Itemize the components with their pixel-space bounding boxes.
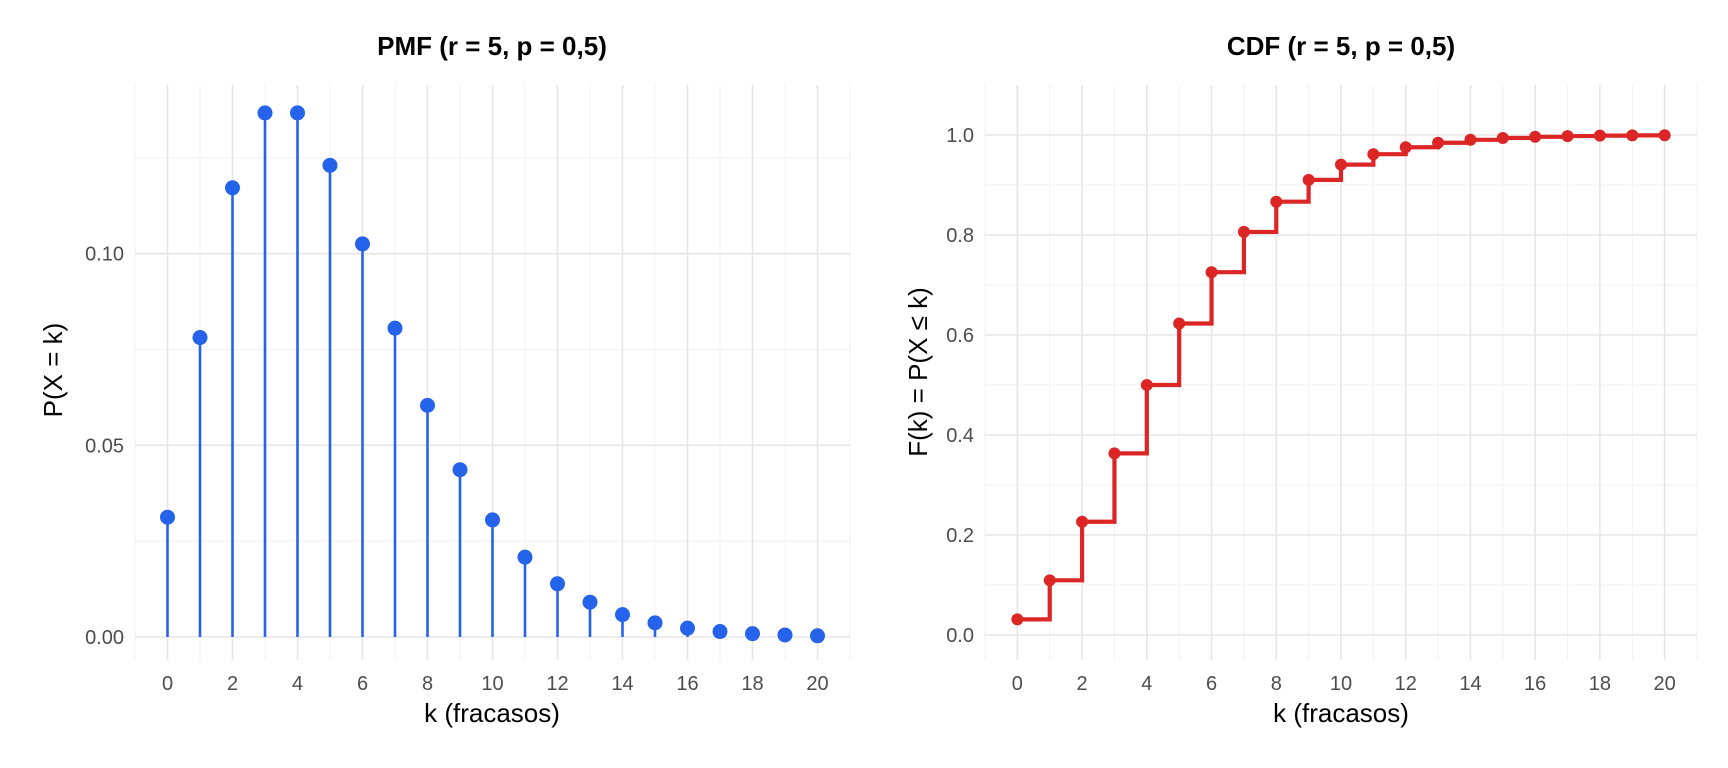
cdf-x-tick-label: 4 [1141,673,1152,695]
cdf-x-tick-label: 18 [1589,673,1611,695]
cdf-point [1593,129,1606,142]
cdf-point [1043,574,1056,587]
cdf-y-tick-label: 1.0 [946,125,974,147]
cdf-point [1011,613,1024,626]
cdf-x-tick-label: 6 [1206,673,1217,695]
pmf-y-tick-label: 0.10 [85,244,124,266]
cdf-point [1108,447,1121,460]
pmf-marks [160,105,825,644]
pmf-point [192,330,208,346]
pmf-point [387,320,403,336]
pmf-point [615,607,630,623]
pmf-x-tick-label: 14 [611,673,633,695]
pmf-x-tick-label: 20 [806,673,828,695]
pmf-y-tick-label: 0.05 [85,435,124,457]
pmf-y-tick-labels: 0.00 0.05 0.10 [85,244,124,649]
cdf-y-tick-label: 0.8 [946,225,974,247]
cdf-marks [1011,129,1671,626]
cdf-y-axis-title: F(k) = P(X ≤ k) [903,287,933,457]
cdf-point [1561,130,1574,143]
pmf-point [485,512,500,528]
cdf-point [1205,266,1218,279]
cdf-x-tick-label: 12 [1395,673,1417,695]
pmf-x-tick-label: 18 [741,673,763,695]
cdf-x-tick-label: 14 [1459,673,1481,695]
pmf-x-tick-label: 8 [422,673,433,695]
cdf-point [1658,129,1671,142]
cdf-point [1302,173,1315,186]
cdf-chart-title: CDF (r = 5, p = 0,5) [1227,31,1455,61]
cdf-x-tick-label: 20 [1654,673,1676,695]
cdf-x-tick-labels: 0 2 4 6 8 10 12 14 16 18 20 [1012,673,1676,695]
cdf-point [1367,148,1380,161]
pmf-x-tick-label: 16 [676,673,698,695]
pmf-point [257,105,273,121]
cdf-x-tick-label: 2 [1077,673,1088,695]
pmf-x-tick-label: 4 [292,673,303,695]
pmf-point [452,462,468,478]
pmf-point [810,628,825,644]
pmf-x-tick-label: 6 [357,673,368,695]
cdf-point [1140,379,1153,391]
pmf-point [550,576,565,592]
cdf-step-segment [1179,272,1214,326]
cdf-step-segment [1211,231,1247,275]
cdf-point [1076,515,1089,528]
pmf-point [225,180,240,196]
pmf-point [322,157,338,173]
pmf-y-axis-title: P(X = k) [38,323,68,418]
cdf-point [1270,195,1283,208]
cdf-y-tick-label: 0.0 [946,625,974,647]
pmf-x-axis-title: k (fracasos) [424,698,560,728]
pmf-point [680,620,695,636]
pmf-x-tick-labels: 0 2 4 6 8 10 12 14 16 18 20 [162,673,829,695]
cdf-point [1626,129,1639,142]
pmf-x-tick-label: 2 [227,673,238,695]
pmf-point [647,615,663,631]
cdf-step-segment [1146,323,1182,388]
cdf-y-tick-label: 0.4 [946,425,974,447]
cdf-point [1237,225,1250,238]
cdf-point [1173,317,1186,330]
cdf-y-tick-labels: 0.0 0.2 0.4 0.6 0.8 1.0 [946,125,974,647]
cdf-x-tick-label: 10 [1330,673,1352,695]
cdf-point [1529,130,1542,143]
cdf-y-tick-label: 0.6 [946,325,974,347]
cdf-point [1496,131,1509,144]
cdf-step-segment [1276,179,1311,204]
cdf-panel: 0 2 4 6 8 10 12 14 16 18 20 0.0 0.2 0.4 0.6 0.8 1.0 CDF… [903,31,1698,728]
cdf-point [1399,141,1412,154]
pmf-y-tick-label: 0.00 [85,627,124,649]
cdf-x-tick-label: 16 [1524,673,1546,695]
pmf-point [712,624,728,640]
pmf-x-tick-label: 12 [546,673,568,695]
pmf-point [517,549,533,565]
pmf-point [160,509,175,525]
pmf-x-tick-label: 10 [481,673,503,695]
cdf-step-segment [1017,580,1052,622]
cdf-step-segment [1243,201,1279,235]
cdf-point [1464,133,1477,146]
cdf-y-tick-label: 0.2 [946,525,974,547]
cdf-step-segment [1082,453,1117,524]
cdf-x-tick-label: 0 [1012,673,1023,695]
cdf-point [1432,136,1445,149]
cdf-x-axis-title: k (fracasos) [1273,698,1409,728]
pmf-panel: 0 2 4 6 8 10 12 14 16 18 20 0.00 0.05 0.10 PMF (r = … [38,31,851,728]
pmf-point [420,397,435,413]
pmf-point [745,626,760,642]
pmf-point [582,594,598,610]
cdf-point [1335,158,1347,171]
pmf-chart-title: PMF (r = 5, p = 0,5) [377,31,607,61]
cdf-step-segment [1114,385,1149,456]
pmf-point [777,627,793,643]
pmf-x-tick-label: 0 [162,673,173,695]
cdf-x-tick-label: 8 [1271,673,1282,695]
pmf-point [355,236,370,252]
pmf-point [290,105,305,121]
cdf-step-segment [1049,521,1085,583]
